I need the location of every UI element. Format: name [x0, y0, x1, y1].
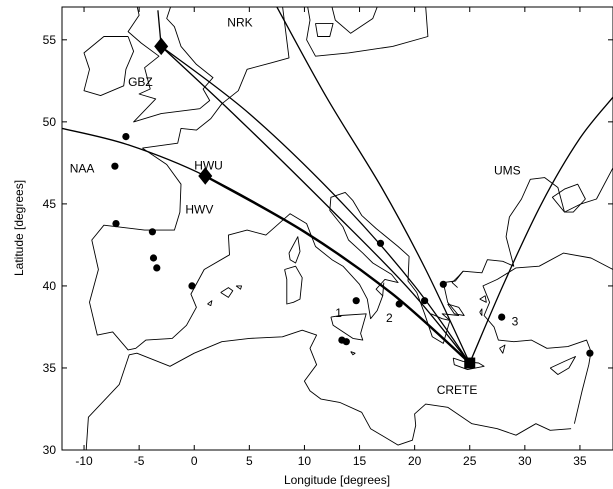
place-label-site-1: 1 — [335, 306, 342, 320]
place-label-crete: CRETE — [437, 383, 478, 397]
coastline-malta — [350, 351, 356, 356]
receiver-site-dot-3 — [112, 220, 120, 228]
receiver-site-dot-11 — [376, 239, 385, 247]
axis-tick-layer: -10 -5 0 5 10 15 20 25 30 35 30 35 40 45 50 55 — [43, 7, 613, 468]
receiver-site-dot-15 — [498, 313, 506, 321]
receiver-square-crete — [464, 357, 476, 369]
coastline-aegean-coast-inner — [451, 270, 464, 288]
receiver-site-dot-9 — [342, 338, 350, 346]
coastline-euboea — [447, 303, 465, 316]
x-tick-label--10: -10 — [75, 454, 93, 468]
place-label-site-3: 3 — [512, 314, 519, 328]
coastline-north-africa — [85, 329, 572, 450]
coastline-mallorca — [220, 287, 234, 298]
receiver-site-dot-7 — [188, 282, 196, 290]
receiver-site-dot-16 — [586, 349, 594, 357]
plot-frame — [61, 6, 613, 451]
propagation-path-nrk — [276, 7, 471, 364]
y-tick-label-50: 50 — [43, 115, 57, 129]
coastline-anatolia — [482, 252, 613, 424]
coastline-rhodes — [499, 344, 506, 354]
x-axis-label: Longitude [degrees] — [284, 473, 390, 487]
place-label-naa: NAA — [70, 162, 95, 176]
x-tick-label-30: 30 — [518, 454, 532, 468]
coastline-minorca — [235, 285, 243, 290]
coastline-gulf-of-taranto-heel — [382, 282, 385, 296]
coastline-ireland — [83, 36, 135, 97]
propagation-path-naa — [62, 127, 471, 364]
propagation-path-hwu — [204, 174, 471, 364]
station-marker-layer — [154, 37, 476, 369]
place-label-gbz: GBZ — [128, 75, 153, 89]
coastline-great-britain — [127, 7, 214, 123]
place-label-ums: UMS — [494, 163, 521, 177]
receiver-site-dot-10 — [352, 297, 360, 305]
y-tick-label-40: 40 — [43, 279, 57, 293]
coastline-lesbos — [479, 295, 487, 303]
x-tick-label-25: 25 — [463, 454, 477, 468]
coastline-corsica — [288, 236, 301, 264]
receiver-site-dot-4 — [148, 228, 156, 236]
coastline-sweden-south — [331, 7, 378, 34]
coastline-sardinia — [284, 265, 303, 305]
receiver-site-dot-13 — [421, 297, 429, 305]
place-label-hwv: HWV — [185, 203, 213, 217]
receiver-site-dot-1 — [122, 133, 130, 141]
coastline-gulf-of-corinth — [431, 313, 450, 321]
y-tick-label-45: 45 — [43, 197, 57, 211]
coastline-layer — [83, 7, 613, 450]
coastline-crimea-sea-of-azov — [551, 183, 586, 213]
receiver-site-dot-6 — [153, 264, 161, 272]
x-tick-label-35: 35 — [573, 454, 587, 468]
coastline-chios — [479, 308, 483, 316]
coastline-biscay-iberia — [89, 147, 613, 351]
coastline-crete — [452, 357, 485, 371]
coastline-sicily — [330, 313, 367, 341]
place-label-hwu: HWU — [194, 158, 223, 172]
receiver-site-dot-5 — [149, 254, 158, 262]
propagation-path-ums — [469, 96, 613, 364]
x-tick-label-20: 20 — [408, 454, 422, 468]
place-label-layer: NRK GBZ NAA HWU HWV UMS CRETE 1 2 3 — [70, 16, 521, 398]
coastline-cyprus — [549, 356, 576, 375]
x-tick-label-5: 5 — [246, 454, 253, 468]
y-tick-label-55: 55 — [43, 33, 57, 47]
receiver-site-layer — [111, 133, 594, 357]
coastline-zealand — [315, 22, 334, 37]
receiver-site-dot-14 — [439, 280, 447, 288]
x-tick-label-15: 15 — [353, 454, 367, 468]
y-tick-label-35: 35 — [43, 361, 57, 375]
propagation-path-gbz-south — [160, 45, 471, 364]
coastline-continent-north — [142, 7, 290, 149]
x-tick-label-0: 0 — [191, 454, 198, 468]
propagation-path-layer — [62, 7, 613, 364]
x-tick-label-10: 10 — [298, 454, 312, 468]
transmitter-diamond-gbz — [154, 37, 169, 56]
transmitter-diamond-hwu — [198, 167, 213, 185]
coastline-denmark-baltic — [306, 7, 429, 57]
x-tick-label--5: -5 — [134, 454, 145, 468]
y-tick-label-30: 30 — [43, 443, 57, 457]
receiver-site-dot-12 — [395, 300, 403, 308]
coastline-ibiza — [207, 300, 213, 307]
propagation-path-gbz-north — [160, 45, 471, 364]
place-label-nrk: NRK — [227, 16, 252, 30]
y-axis-label: Latitude [degrees] — [12, 180, 26, 276]
place-label-site-2: 2 — [386, 311, 393, 325]
receiver-site-dot-2 — [111, 162, 119, 170]
